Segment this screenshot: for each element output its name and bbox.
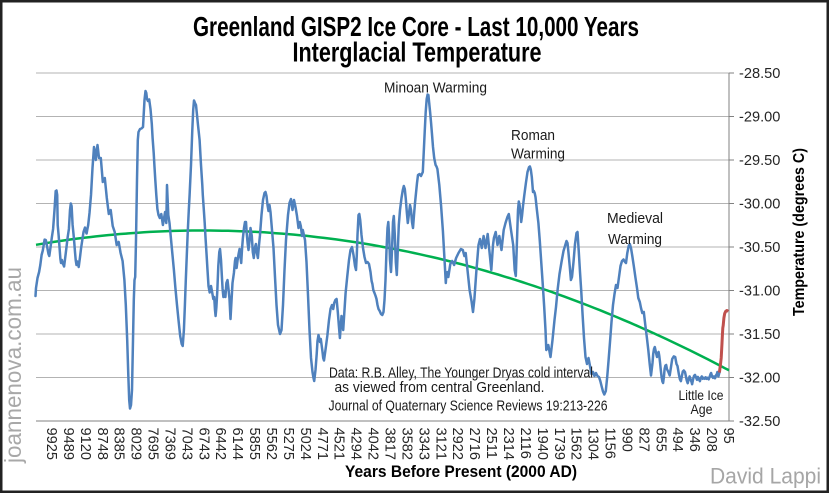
svg-text:5562: 5562 — [263, 428, 279, 460]
svg-text:-32.00: -32.00 — [739, 371, 780, 387]
svg-text:1739: 1739 — [551, 428, 567, 460]
svg-text:Data: R.B. Alley, The Younger: Data: R.B. Alley, The Younger Dryas cold… — [329, 365, 593, 382]
svg-text:5855: 5855 — [246, 428, 262, 460]
svg-text:494: 494 — [669, 428, 685, 452]
svg-text:joannenova.com.au: joannenova.com.au — [0, 267, 26, 464]
svg-text:1156: 1156 — [602, 428, 618, 459]
svg-text:6442: 6442 — [212, 428, 228, 460]
svg-text:208: 208 — [703, 428, 719, 452]
svg-text:2116: 2116 — [517, 428, 533, 459]
svg-text:-30.50: -30.50 — [739, 240, 780, 256]
svg-text:4042: 4042 — [365, 428, 381, 460]
svg-text:Warming: Warming — [608, 231, 662, 248]
svg-text:Journal of Quaternary Science: Journal of Quaternary Science Reviews 19… — [329, 398, 608, 415]
svg-text:-31.00: -31.00 — [739, 284, 780, 300]
svg-text:2922: 2922 — [449, 428, 465, 460]
svg-text:655: 655 — [652, 428, 668, 452]
svg-text:1562: 1562 — [568, 428, 584, 460]
svg-text:-31.50: -31.50 — [739, 327, 780, 343]
svg-text:Years Before Present (2000 AD): Years Before Present (2000 AD) — [345, 463, 577, 481]
svg-text:4521: 4521 — [331, 428, 347, 460]
svg-text:95: 95 — [720, 428, 736, 444]
svg-text:-30.00: -30.00 — [739, 197, 780, 213]
svg-text:4294: 4294 — [348, 428, 364, 460]
svg-text:Interglacial Temperature: Interglacial Temperature — [293, 37, 542, 68]
svg-text:8748: 8748 — [94, 428, 110, 460]
svg-text:Warming: Warming — [511, 146, 565, 163]
svg-text:827: 827 — [635, 428, 651, 452]
svg-text:9120: 9120 — [77, 428, 93, 460]
svg-text:Greenland GISP2 Ice Core - Las: Greenland GISP2 Ice Core - Last 10,000 Y… — [193, 11, 639, 42]
svg-text:1304: 1304 — [585, 428, 601, 460]
svg-text:Minoan Warming: Minoan Warming — [384, 80, 487, 97]
svg-text:9925: 9925 — [43, 428, 59, 460]
svg-text:9489: 9489 — [60, 428, 76, 460]
svg-text:8385: 8385 — [111, 428, 127, 460]
svg-text:2511: 2511 — [483, 428, 499, 459]
svg-text:Temperature (degrees C): Temperature (degrees C) — [791, 148, 808, 316]
svg-text:8029: 8029 — [128, 428, 144, 460]
svg-text:346: 346 — [686, 428, 702, 452]
svg-text:6144: 6144 — [229, 428, 245, 460]
svg-text:Age: Age — [691, 401, 713, 417]
svg-text:Medieval: Medieval — [607, 210, 663, 227]
svg-text:3817: 3817 — [382, 428, 398, 460]
svg-text:David Lappi: David Lappi — [710, 464, 821, 489]
svg-text:3343: 3343 — [415, 428, 431, 460]
svg-text:7695: 7695 — [145, 428, 161, 460]
svg-text:6743: 6743 — [195, 428, 211, 460]
svg-text:7369: 7369 — [162, 428, 178, 460]
svg-text:-28.50: -28.50 — [739, 66, 780, 82]
svg-text:990: 990 — [619, 428, 635, 452]
svg-text:3582: 3582 — [398, 428, 414, 460]
svg-text:3121: 3121 — [432, 428, 448, 460]
svg-text:-32.50: -32.50 — [739, 414, 780, 430]
svg-text:4771: 4771 — [314, 428, 330, 460]
svg-text:Roman: Roman — [511, 127, 555, 144]
svg-text:5024: 5024 — [297, 428, 313, 460]
svg-text:7043: 7043 — [178, 428, 194, 460]
svg-text:Little Ice: Little Ice — [679, 387, 724, 403]
svg-text:-29.50: -29.50 — [739, 153, 780, 169]
svg-text:as viewed from central Greenla: as viewed from central Greenland. — [335, 379, 545, 396]
svg-text:5275: 5275 — [280, 428, 296, 460]
svg-text:2314: 2314 — [500, 428, 516, 460]
svg-text:-29.00: -29.00 — [739, 110, 780, 126]
svg-text:1940: 1940 — [534, 428, 550, 460]
svg-text:2716: 2716 — [466, 428, 482, 460]
